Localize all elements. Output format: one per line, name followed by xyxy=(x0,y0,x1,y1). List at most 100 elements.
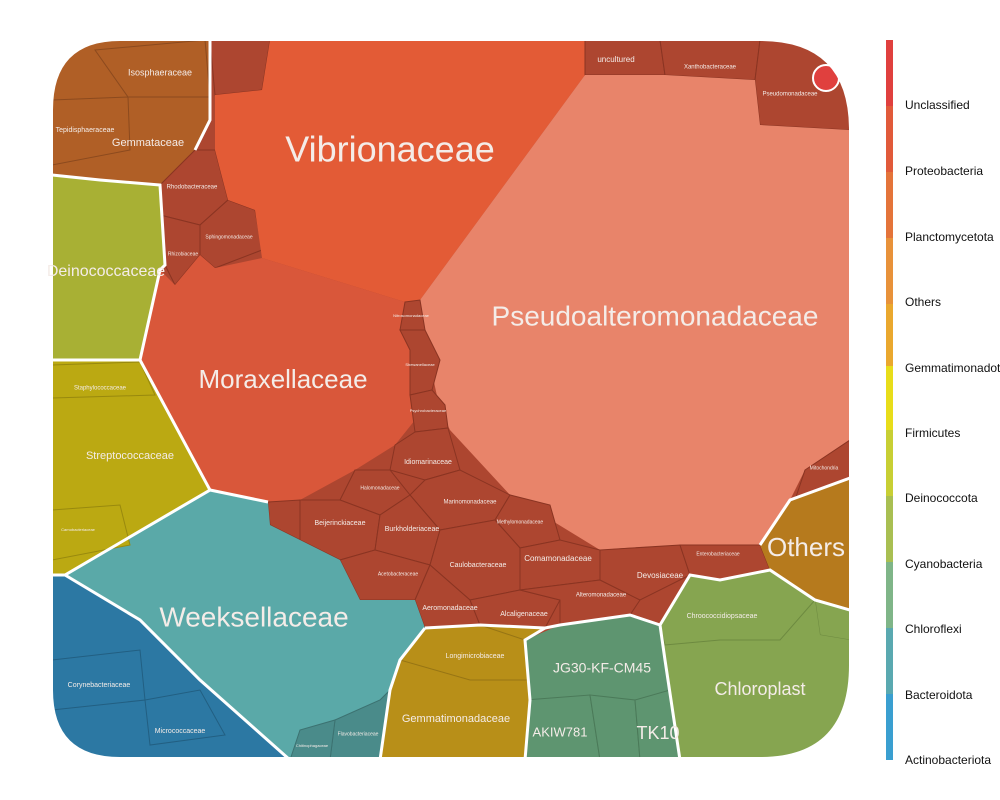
border-weeks-top xyxy=(209,488,269,504)
label-xanthobacteraceae: Xanthobacteraceae xyxy=(684,65,737,71)
label-rhizobiaceae: Rhizobiaceae xyxy=(168,251,199,257)
cell-unclassified xyxy=(812,64,840,92)
legend-swatch-3 xyxy=(886,172,893,238)
label-staphylococcaceae: Staphylococcaceae xyxy=(74,386,127,392)
cell-pseudoalteromonadaceae xyxy=(420,75,850,550)
legend-label-proteobacteria: Proteobacteria xyxy=(905,164,983,178)
label-jg30-kf-cm45: JG30-KF-CM45 xyxy=(553,660,651,676)
legend-swatch-4 xyxy=(886,238,893,304)
legend-colorbar xyxy=(886,40,893,760)
label-gemmatimonadaceae: Gemmatimonadaceae xyxy=(402,713,510,725)
label-others: Others xyxy=(767,532,845,562)
label-chitinophagaceae: Chitinophagaceae xyxy=(296,743,329,748)
label-marinomonadaceae: Marinomonadaceae xyxy=(443,500,497,506)
cell-carnobacteriaceae xyxy=(52,504,131,561)
label-corynebacteriaceae: Corynebacteriaceae xyxy=(68,682,131,689)
label-comamonadaceae: Comamonadaceae xyxy=(524,554,592,563)
label-longimicrobiaceae: Longimicrobiaceae xyxy=(446,653,505,660)
cell-xanthobacteraceae-small xyxy=(209,40,271,96)
legend-swatch-9 xyxy=(886,562,893,628)
label-uncultured: uncultured xyxy=(597,55,634,64)
label-acetobacteraceae: Acetobacteraceae xyxy=(378,571,419,577)
cell-tepidisphaeraceae xyxy=(52,96,131,166)
legend-label-planctomycetota: Planctomycetota xyxy=(905,230,994,244)
legend-swatch-6 xyxy=(886,366,893,430)
border-planctomycetota xyxy=(193,40,212,151)
label-psychrobacteraceae: Psychrobacteraceae xyxy=(410,408,447,413)
label-alcaligenaceae: Alcaligenaceae xyxy=(500,611,548,618)
legend-label-firmicutes: Firmicutes xyxy=(905,426,960,440)
label-tepidisphaeraceae: Tepidisphaeraceae xyxy=(56,127,115,134)
cell-corynebacteriaceae xyxy=(52,649,146,711)
cell-deinococcaceae xyxy=(52,175,165,360)
legend-swatch-7 xyxy=(886,430,893,496)
label-pseudoalteromonadaceae: Pseudoalteromonadaceae xyxy=(492,300,819,331)
legend-label-chloroflexi: Chloroflexi xyxy=(905,622,962,636)
legend-label-cyanobacteria: Cyanobacteria xyxy=(905,557,983,571)
label-streptococcaceae: Streptococcaceae xyxy=(86,450,174,462)
legend-label-gemmatimonadota: Gemmatimonadota xyxy=(905,361,1000,375)
border-others xyxy=(658,568,850,626)
cell-chloroflexi-small xyxy=(589,694,641,758)
label-pseudomonadaceae: Pseudomonadaceae xyxy=(762,92,818,98)
label-enterobacteriaceae: Enterobacteriaceae xyxy=(696,551,740,557)
label-alteromonadaceae: Alteromonadaceae xyxy=(576,593,627,599)
legend-swatch-8 xyxy=(886,496,893,562)
label-deinococcaceae: Deinococcaceae xyxy=(47,263,165,280)
cell-micrococcaceae xyxy=(144,689,226,746)
label-weeksellaceae: Weeksellaceae xyxy=(159,601,348,632)
label-flavobacteriaceae: Flavobacteriaceae xyxy=(338,731,379,737)
label-vibrionaceae: Vibrionaceae xyxy=(285,129,495,170)
border-gemmatimonadota xyxy=(378,627,427,758)
cell-staphylococcaceae xyxy=(52,361,156,399)
border-firmicutes xyxy=(52,359,213,577)
border-cyanobacteria xyxy=(544,613,682,758)
cell-labels: Vibrionaceae Pseudoalteromonadaceae Mora… xyxy=(47,55,845,748)
label-beijerinckiaceae: Beijerinckiaceae xyxy=(315,520,366,527)
cell-alcaligenaceae xyxy=(469,589,561,629)
legend-swatch-10 xyxy=(886,628,893,694)
legend-swatch-11 xyxy=(886,694,893,760)
label-burkholderiaceae: Burkholderiaceae xyxy=(385,526,440,533)
legend-label-unclassified: Unclassified xyxy=(905,98,970,112)
label-sphingomonadaceae: Sphingomonadaceae xyxy=(205,234,252,240)
label-chloroplast: Chloroplast xyxy=(714,679,805,699)
cell-tk10 xyxy=(634,689,681,758)
cell-xanthobacteraceae xyxy=(659,40,761,81)
label-shewanellaceae: Shewanellaceae xyxy=(405,362,435,367)
border-actinobacteriota xyxy=(64,573,291,758)
cell-chitinophagaceae xyxy=(289,719,336,758)
label-gemmataceae: Gemmataceae xyxy=(112,137,184,149)
label-isosphaeraceae: Isosphaeraceae xyxy=(128,67,192,77)
legend-swatch-1 xyxy=(886,40,893,106)
label-aeromonadaceae: Aeromonadaceae xyxy=(422,605,477,612)
legend-label-others: Others xyxy=(905,295,941,309)
legend-label-actinobacteriota: Actinobacteriota xyxy=(905,753,991,767)
cell-moraxellaceae xyxy=(140,255,415,502)
label-moraxellaceae: Moraxellaceae xyxy=(198,364,367,394)
label-idiomarinaceae: Idiomarinaceae xyxy=(404,459,452,466)
legend-label-deinococcota: Deinococcota xyxy=(905,491,978,505)
border-chloroflexi xyxy=(424,623,551,758)
border-others-top xyxy=(758,476,850,546)
label-mitochondria: Mitochondria xyxy=(810,465,839,471)
label-akiw781: AKIW781 xyxy=(533,724,588,739)
label-halomonadaceae: Halomonadaceae xyxy=(360,485,399,491)
label-carnobacteriaceae: Carnobacteriaceae xyxy=(61,527,96,532)
label-methylomonadaceae: Methylomonadaceae xyxy=(497,519,544,525)
legend-label-bacteroidota: Bacteroidota xyxy=(905,688,973,702)
cell-devosiaceae xyxy=(599,544,691,601)
label-rhodobacteraceae: Rhodobacteraceae xyxy=(167,185,218,191)
label-devosiaceae: Devosiaceae xyxy=(637,571,684,580)
label-nitrosomonadaceae: Nitrosomonadaceae xyxy=(393,313,430,318)
label-tk10: TK10 xyxy=(636,723,679,743)
legend-swatch-2 xyxy=(886,106,893,172)
label-micrococcaceae: Micrococcaceae xyxy=(155,728,206,735)
treemap-outline xyxy=(51,39,851,759)
cell-actinobacteriota xyxy=(52,575,290,758)
legend-swatch-5 xyxy=(886,304,893,366)
cell-weeksellaceae xyxy=(65,490,425,758)
label-chroococcidiopsaceae: Chroococcidiopsaceae xyxy=(687,613,758,620)
